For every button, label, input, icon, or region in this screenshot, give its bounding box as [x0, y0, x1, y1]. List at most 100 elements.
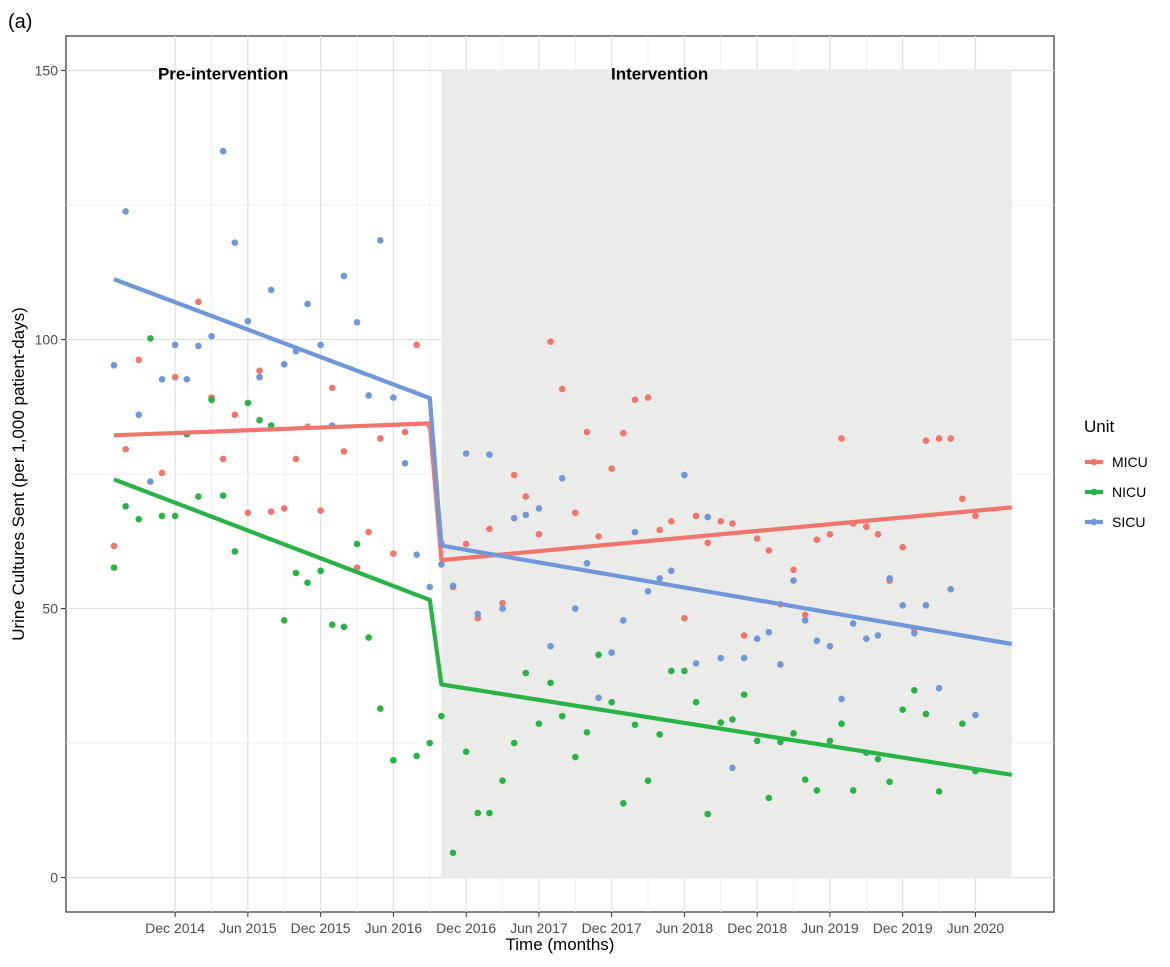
data-point-micu	[583, 428, 591, 436]
data-point-nicu	[704, 810, 711, 818]
x-tick-label: Jun 2016	[365, 920, 423, 936]
data-point-nicu	[244, 399, 252, 407]
data-point-sicu	[340, 272, 348, 280]
x-tick-label: Dec 2017	[582, 920, 642, 936]
data-point-micu	[692, 512, 700, 520]
data-point-micu	[340, 448, 348, 455]
data-point-nicu	[874, 755, 882, 763]
data-point-sicu	[849, 620, 857, 627]
data-point-micu	[972, 512, 979, 520]
x-tick-label: Jun 2018	[656, 920, 714, 936]
data-point-sicu	[135, 411, 143, 419]
data-point-sicu	[147, 478, 154, 485]
intervention-region	[441, 70, 1012, 878]
data-point-sicu	[267, 286, 275, 294]
data-point-sicu	[704, 513, 711, 521]
data-point-sicu	[231, 239, 239, 246]
region-label: Pre-intervention	[158, 64, 288, 83]
data-point-micu	[862, 523, 870, 531]
legend-title: Unit	[1084, 417, 1115, 436]
data-point-micu	[874, 530, 882, 538]
data-point-micu	[158, 469, 166, 477]
data-point-sicu	[474, 610, 482, 618]
data-point-sicu	[558, 475, 566, 482]
x-tick-label: Dec 2016	[436, 920, 496, 936]
legend-key-point	[1090, 518, 1098, 526]
data-point-nicu	[535, 720, 543, 727]
data-point-micu	[922, 437, 930, 444]
data-point-micu	[219, 455, 227, 463]
data-point-sicu	[195, 342, 202, 350]
data-point-sicu	[583, 560, 591, 567]
trend-lines	[113, 277, 1013, 777]
legend-label-micu: MICU	[1112, 454, 1148, 470]
data-point-micu	[790, 566, 797, 574]
data-point-micu	[365, 528, 372, 536]
x-axis-title: Time (months)	[506, 935, 615, 954]
data-point-nicu	[522, 669, 530, 677]
data-point-micu	[110, 542, 118, 550]
data-point-sicu	[401, 459, 409, 467]
data-point-micu	[656, 526, 663, 534]
data-point-nicu	[340, 623, 348, 631]
data-point-nicu	[390, 756, 397, 764]
data-point-sicu	[256, 373, 263, 381]
data-point-nicu	[547, 679, 554, 687]
data-point-sicu	[740, 654, 748, 662]
data-point-nicu	[231, 548, 239, 555]
data-point-micu	[486, 525, 493, 533]
data-points	[110, 147, 979, 857]
data-point-micu	[717, 518, 725, 525]
data-point-nicu	[922, 710, 930, 718]
data-point-micu	[317, 507, 324, 514]
data-point-micu	[280, 505, 288, 512]
data-point-nicu	[644, 777, 652, 785]
data-point-nicu	[790, 730, 797, 737]
data-point-sicu	[813, 637, 821, 645]
data-point-nicu	[486, 809, 493, 817]
data-point-nicu	[195, 493, 202, 500]
data-point-sicu	[862, 635, 870, 642]
data-point-micu	[959, 495, 966, 503]
data-point-micu	[510, 471, 518, 479]
data-point-sicu	[571, 605, 579, 612]
data-point-nicu	[317, 567, 324, 575]
data-point-nicu	[110, 564, 118, 571]
data-point-micu	[753, 535, 761, 542]
data-point-nicu	[365, 634, 372, 641]
legend-key-point	[1090, 458, 1098, 466]
data-point-micu	[838, 435, 845, 442]
data-point-sicu	[838, 695, 845, 703]
data-point-sicu	[317, 341, 324, 349]
region-label: Intervention	[611, 64, 708, 83]
data-point-nicu	[801, 776, 809, 783]
data-point-micu	[765, 547, 773, 554]
data-point-nicu	[280, 617, 288, 624]
data-point-micu	[390, 550, 397, 557]
data-point-nicu	[717, 719, 725, 726]
y-tick-label: 50	[42, 601, 58, 617]
data-point-nicu	[438, 712, 445, 720]
x-tick-label: Dec 2018	[727, 920, 787, 936]
data-point-sicu	[644, 588, 652, 595]
data-point-nicu	[328, 621, 336, 628]
data-point-sicu	[874, 632, 882, 639]
data-point-sicu	[413, 551, 420, 559]
data-point-sicu	[753, 635, 761, 642]
data-point-micu	[522, 493, 530, 500]
data-point-micu	[595, 533, 602, 540]
data-point-nicu	[899, 706, 906, 713]
x-tick-label: Dec 2015	[291, 920, 351, 936]
data-point-micu	[267, 508, 275, 515]
data-point-nicu	[147, 335, 154, 342]
data-point-micu	[619, 429, 627, 437]
x-tick-label: Dec 2014	[145, 920, 205, 936]
data-point-nicu	[595, 651, 602, 659]
data-point-micu	[256, 367, 263, 374]
data-point-nicu	[813, 787, 821, 794]
data-point-nicu	[886, 778, 893, 786]
panel-label: (a)	[8, 11, 32, 33]
data-point-micu	[644, 394, 652, 401]
data-point-micu	[947, 435, 954, 442]
